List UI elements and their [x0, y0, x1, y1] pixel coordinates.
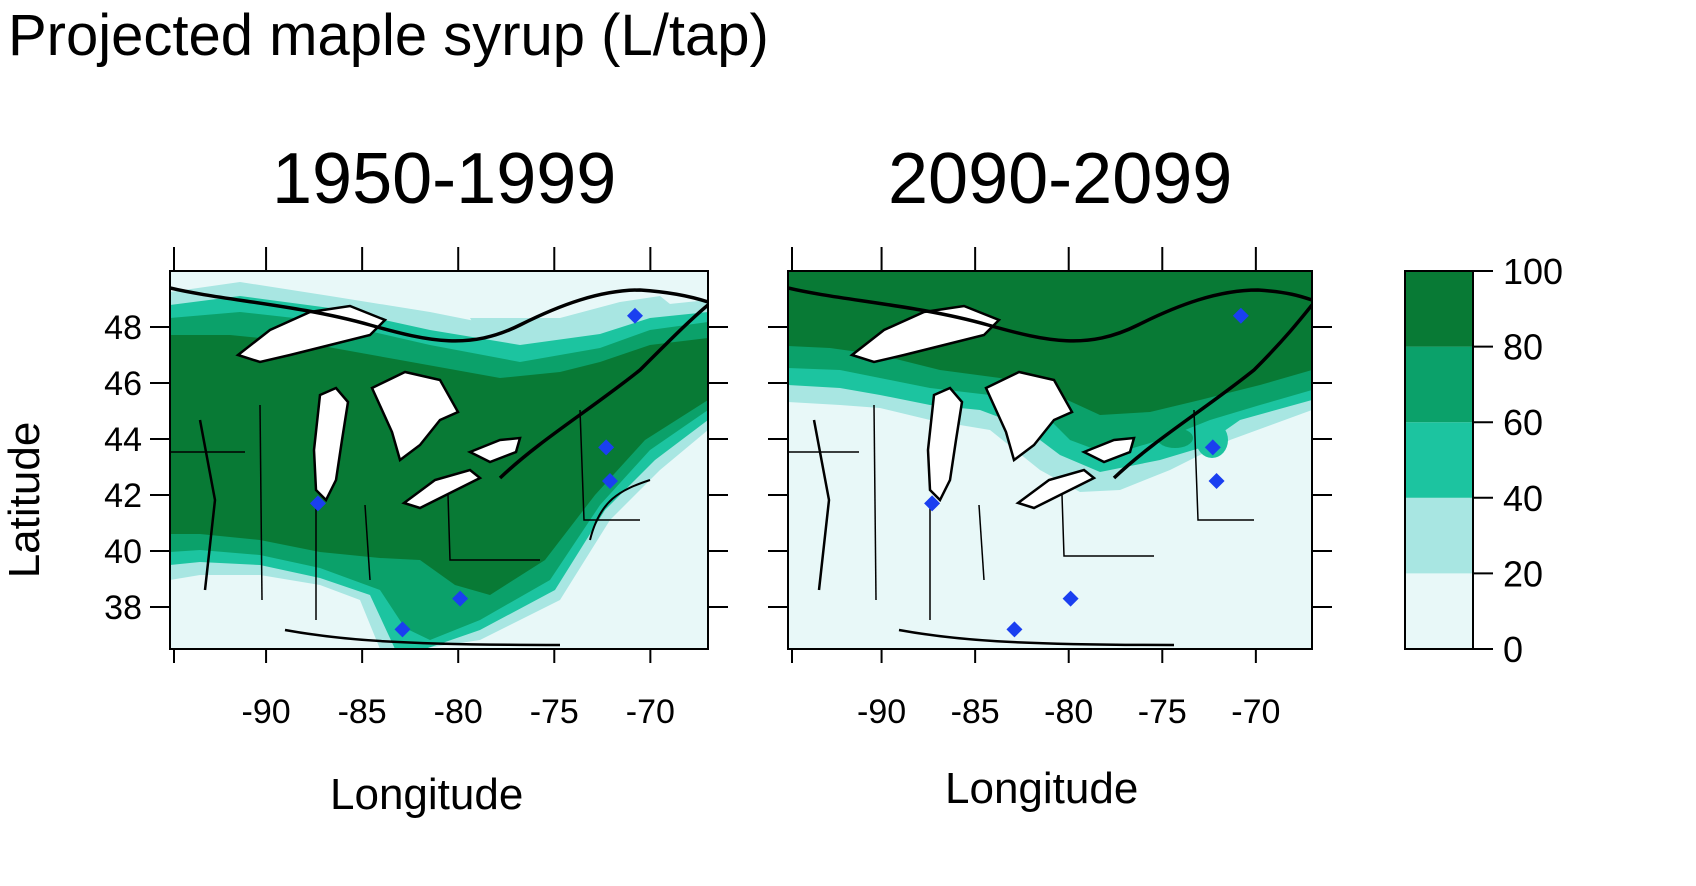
- y-tick-label: 48: [104, 309, 142, 347]
- x-tick-label: -75: [1138, 693, 1187, 731]
- y-tick-label: 46: [104, 365, 142, 403]
- x-axis-label-left: Longitude: [330, 770, 524, 819]
- legend-tick-label: 100: [1503, 251, 1563, 292]
- site-marker-2: [1208, 473, 1225, 489]
- map-shading-historical: [170, 271, 708, 649]
- lake-huron: [370, 370, 460, 463]
- panel-title-future: 2090-2099: [888, 139, 1233, 219]
- panel-title-historical: 1950-1999: [272, 139, 617, 219]
- lake-michigan: [312, 386, 350, 503]
- site-marker-1: [598, 439, 615, 456]
- plot-frame-future: [787, 270, 1313, 650]
- x-tick-label: -85: [951, 693, 1000, 731]
- legend-tick-label: 60: [1503, 402, 1543, 443]
- legend-frame: [1404, 270, 1474, 650]
- legend-tick-label: 80: [1503, 327, 1543, 368]
- state-line-c: [364, 504, 371, 581]
- x-tick-label: -80: [434, 693, 483, 731]
- x-tick-label: -80: [1044, 693, 1093, 731]
- state-line-a: [873, 404, 877, 601]
- x-axis-label-right: Longitude: [945, 764, 1139, 813]
- site-marker-4: [1006, 621, 1023, 638]
- y-tick-label: 40: [104, 533, 142, 571]
- site-marker-0: [309, 495, 326, 512]
- axis-ticks-future: -90 -85 -80 -75 -70: [768, 247, 1332, 731]
- sites-historical: [309, 307, 643, 638]
- coastline-ne: [589, 479, 651, 541]
- state-line-c: [978, 504, 985, 581]
- map-shading-future: [788, 271, 1312, 649]
- river-mississippi: [198, 419, 217, 591]
- lake-michigan: [926, 386, 964, 503]
- legend-swatch-0-20: [1405, 573, 1473, 649]
- y-tick-label: 44: [104, 421, 142, 459]
- legend-tick-label: 40: [1503, 478, 1543, 519]
- st-lawrence-border: [1112, 303, 1312, 480]
- legend-swatch-40-60: [1405, 422, 1473, 498]
- x-tick-label: -75: [530, 693, 579, 731]
- x-tick-label: -90: [242, 693, 291, 731]
- shade-patch-vt: [1196, 422, 1228, 458]
- y-tick-label: 38: [104, 589, 142, 627]
- state-line-e: [579, 409, 640, 521]
- shade-patch-ne: [1157, 428, 1193, 448]
- state-line-south: [898, 628, 1175, 647]
- axis-ticks-historical: -90 -85 -80 -75 -70 48 46 44 42 40 38: [104, 247, 728, 731]
- x-tick-label: -85: [338, 693, 387, 731]
- x-tick-label: -70: [1231, 693, 1280, 731]
- plot-frame-historical: [169, 270, 709, 650]
- site-marker-5: [452, 590, 469, 607]
- st-lawrence-border: [498, 303, 708, 480]
- shade-bin-80-100: [170, 335, 708, 595]
- state-line-e: [1193, 409, 1254, 521]
- lake-erie: [1015, 468, 1097, 510]
- x-tick-label: -90: [857, 693, 906, 731]
- national-border-upper: [788, 286, 1312, 343]
- map-panel-future: -90 -85 -80 -75 -70: [768, 247, 1332, 731]
- color-legend: 100 80 60 40 20 0: [1404, 251, 1563, 670]
- state-line-d: [447, 494, 540, 561]
- legend-swatch-60-80: [1405, 346, 1473, 423]
- site-marker-3: [1232, 307, 1249, 324]
- borders-historical: [170, 286, 708, 647]
- lake-ontario: [466, 436, 522, 464]
- state-line-a: [259, 404, 263, 601]
- lake-ontario: [1080, 436, 1136, 464]
- site-marker-3: [626, 307, 643, 324]
- legend-tick-label: 20: [1503, 553, 1543, 594]
- state-line-d: [1061, 494, 1154, 557]
- borders-future: [788, 286, 1312, 647]
- state-line-south: [284, 628, 561, 647]
- legend-tick-label: 0: [1503, 629, 1523, 670]
- x-tick-label: -70: [626, 693, 675, 731]
- legend-swatch-20-40: [1405, 497, 1473, 574]
- figure-title: Projected maple syrup (L/tap): [8, 3, 769, 68]
- site-marker-4: [394, 621, 411, 638]
- y-tick-label: 42: [104, 477, 142, 515]
- national-border-upper: [170, 286, 708, 343]
- site-marker-2: [602, 473, 619, 489]
- site-marker-1: [1204, 439, 1221, 456]
- map-panel-historical: -90 -85 -80 -75 -70 48 46 44 42 40 38: [104, 247, 728, 731]
- lake-huron: [984, 370, 1074, 463]
- site-marker-0: [924, 495, 941, 512]
- sites-future: [924, 307, 1249, 638]
- site-marker-5: [1062, 590, 1079, 607]
- lake-erie: [401, 468, 483, 510]
- legend-swatch-80-100: [1405, 271, 1473, 347]
- river-mississippi: [812, 419, 831, 591]
